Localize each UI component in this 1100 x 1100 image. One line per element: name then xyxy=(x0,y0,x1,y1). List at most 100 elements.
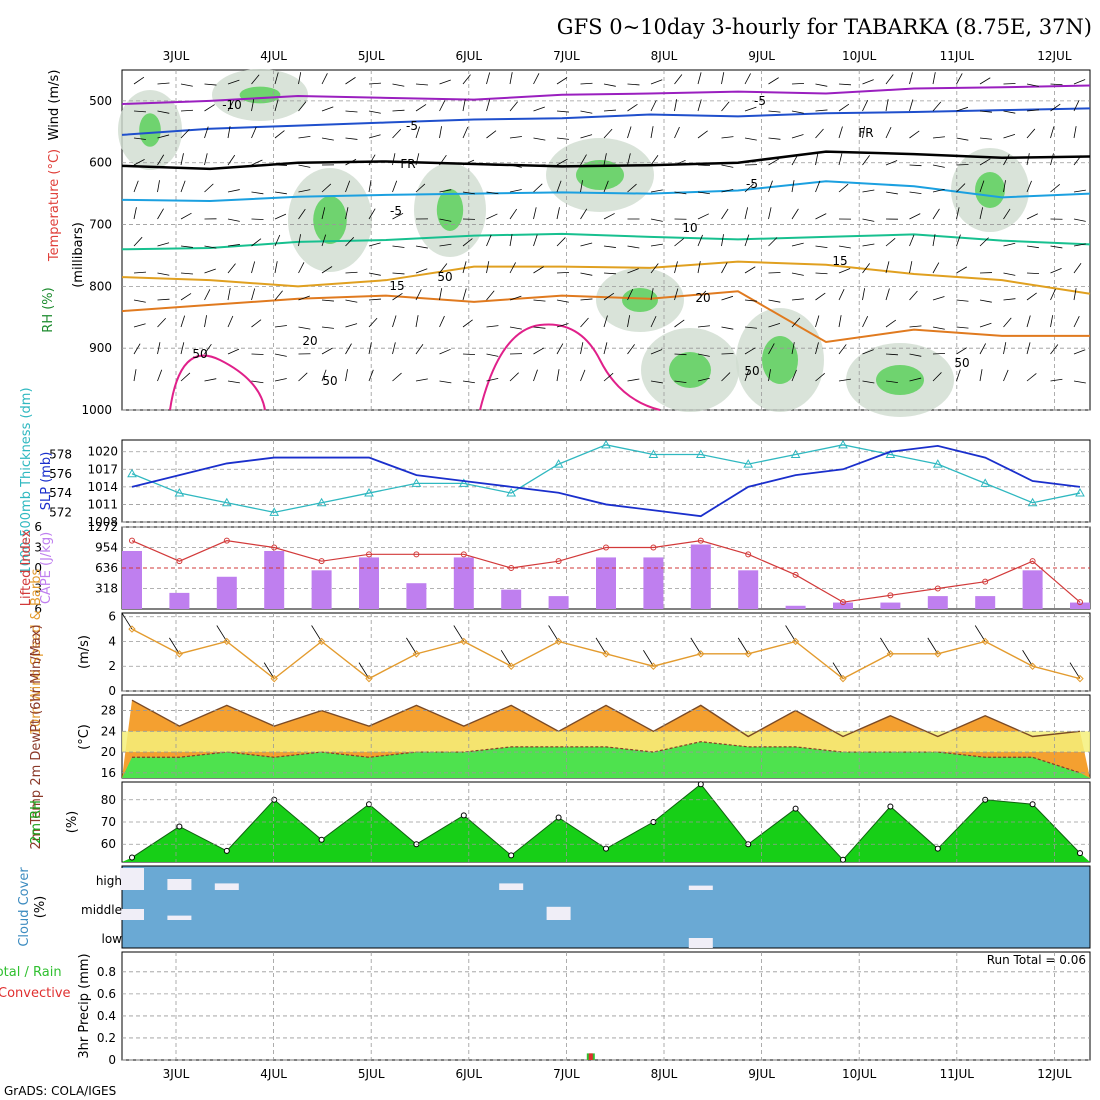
surface-wind-barb xyxy=(643,650,654,667)
wind-barb xyxy=(580,134,593,139)
rh-marker xyxy=(318,836,325,843)
lifted-index-curve xyxy=(131,540,1081,603)
wind-speed-marker xyxy=(934,650,942,658)
wind-barb xyxy=(862,155,870,166)
wind-barb xyxy=(956,299,969,302)
wind-barb xyxy=(791,342,795,355)
wind-barb xyxy=(674,380,687,384)
wind-barb xyxy=(509,372,519,382)
wind-barb xyxy=(321,299,334,302)
wind-barb xyxy=(392,180,398,193)
wind-barb xyxy=(180,372,191,382)
rh-shade-dark xyxy=(622,288,658,312)
wind-barb xyxy=(180,180,186,193)
wind-barb xyxy=(885,319,897,328)
cloud-ylabel: (%) xyxy=(33,896,48,919)
wind-barb xyxy=(509,326,522,330)
wind-barb xyxy=(1050,103,1061,112)
pressure-lines xyxy=(127,439,1085,518)
wind-barb xyxy=(979,299,992,303)
wind-barb xyxy=(180,109,194,112)
top-date-ticks: 3JUL 4JUL 5JUL 6JUL 7JUL 8JUL 9JUL 10JUL 11JUL 12… xyxy=(163,49,1072,63)
wind-barb xyxy=(415,183,426,193)
wind-barb xyxy=(721,295,734,301)
lifted-index-marker xyxy=(650,544,657,551)
wind10m-frame xyxy=(121,612,1091,692)
bottom-date-tick: 8JUL xyxy=(651,1067,678,1081)
wind-barb xyxy=(1003,317,1012,328)
cape-bar xyxy=(264,550,285,609)
wind-speed-tick: 6 xyxy=(108,610,116,624)
wind-speed-marker xyxy=(886,650,895,658)
wind-barb xyxy=(345,137,358,140)
wind-barb xyxy=(439,79,451,85)
wind-barb xyxy=(133,343,141,355)
wind-barb xyxy=(1026,83,1039,87)
wind-barb xyxy=(251,319,262,328)
cape-bar xyxy=(975,596,996,609)
wind-barb xyxy=(791,82,805,85)
grads-credit: GrADS: COLA/IGES xyxy=(4,1084,116,1098)
temperature-tick: 20 xyxy=(101,745,116,759)
wind-barb xyxy=(345,343,352,355)
wind-speed-curve xyxy=(131,628,1081,680)
wind-barb xyxy=(1050,83,1063,86)
cloud-layer-label: middle xyxy=(81,903,122,917)
wind-barb xyxy=(556,158,568,166)
wind-barb xyxy=(909,377,922,382)
bottom-date-tick: 5JUL xyxy=(358,1067,385,1081)
wind-barb xyxy=(956,137,969,141)
precip-frame xyxy=(121,951,1091,1061)
cape-bar xyxy=(880,602,901,609)
thickness-marker xyxy=(221,497,232,507)
wind-barb xyxy=(650,288,654,301)
wind-barb xyxy=(204,126,209,139)
wind-barb xyxy=(956,183,966,193)
wind-barb xyxy=(627,126,632,139)
wind-barb xyxy=(368,317,378,328)
surface-wind-barb xyxy=(974,625,986,642)
thickness-marker xyxy=(411,478,422,487)
wind-barb xyxy=(674,288,679,301)
wind-speed-marker xyxy=(697,650,705,658)
wind-barb xyxy=(133,271,146,274)
wind-barb xyxy=(1003,154,1010,166)
wind-barb xyxy=(368,298,381,301)
rh-shade-dark xyxy=(436,189,464,231)
wind-barb xyxy=(815,180,821,193)
wind-barb xyxy=(650,380,663,384)
wind-speed-marker xyxy=(412,650,421,658)
wind-barb xyxy=(1003,342,1007,355)
wind-speed-marker xyxy=(602,650,610,658)
wind-barb xyxy=(274,290,283,301)
wind-barb xyxy=(157,317,167,328)
precip-tick: 0.8 xyxy=(97,965,116,979)
wind-barb xyxy=(815,153,819,166)
wind-barb xyxy=(838,268,851,274)
wind-barb xyxy=(345,299,358,303)
rh-tick: 60 xyxy=(101,837,116,851)
wind-barb xyxy=(486,99,491,112)
wind-barb xyxy=(227,100,234,112)
wind-barb xyxy=(1026,213,1038,220)
thickness-marker xyxy=(553,459,564,468)
rh-shade-dark xyxy=(669,352,711,388)
wind-barb xyxy=(204,83,217,86)
thickness-marker xyxy=(1075,488,1085,497)
wind-barb xyxy=(486,191,499,195)
surface-wind-barb xyxy=(548,625,559,642)
cape-tick: 1272 xyxy=(87,520,118,534)
contour-label: 50 xyxy=(437,270,452,284)
rh-marker xyxy=(129,854,135,861)
wind-barb xyxy=(462,238,473,247)
wind-barb xyxy=(133,369,137,382)
rh-legend: RH (%) xyxy=(41,287,56,332)
wind-barb xyxy=(439,126,442,139)
thickness-tick: 576 xyxy=(49,467,72,481)
wind-barb xyxy=(862,218,875,222)
contour-label: 50 xyxy=(954,356,969,370)
wind-speed-marker xyxy=(649,662,658,670)
wind-barb xyxy=(580,298,593,301)
wind-barb xyxy=(462,159,475,166)
cloud-cells xyxy=(120,868,713,948)
